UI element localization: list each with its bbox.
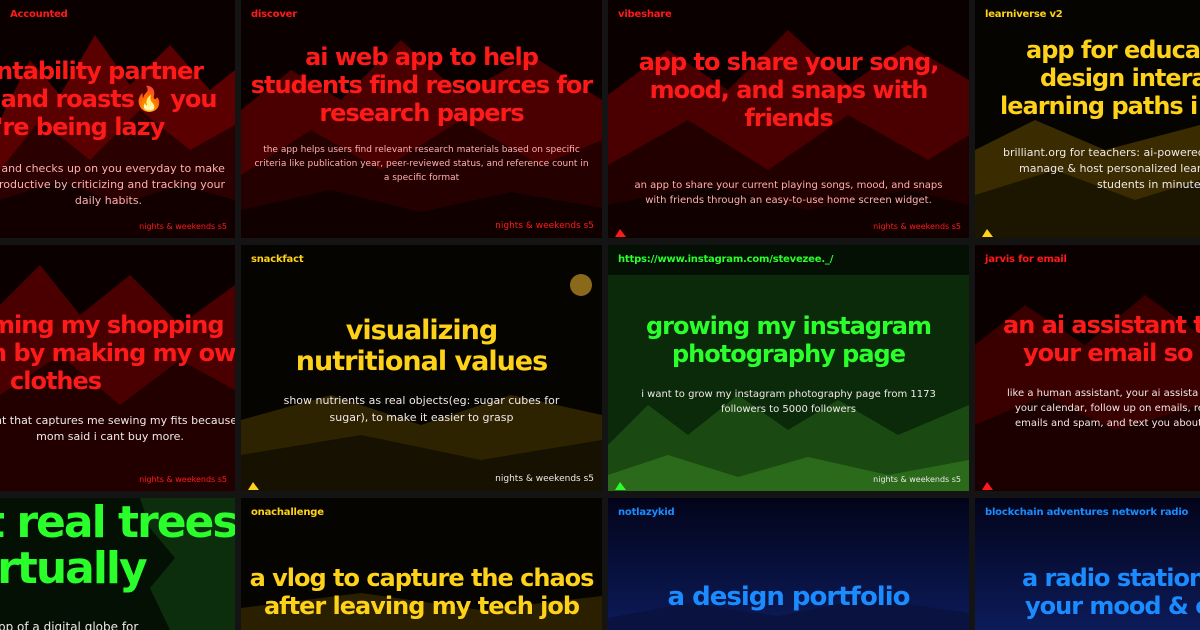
project-tag: vibeshare — [618, 9, 672, 20]
footer-label: nights & weekends s5 — [873, 222, 961, 231]
project-card-instagram[interactable]: https://www.instagram.com/stevezee._/ gr… — [608, 245, 969, 491]
footer-label: nights & weekends s5 — [873, 475, 961, 484]
project-tag: Accounted — [10, 9, 68, 20]
mountain-background — [975, 245, 1200, 491]
logo-icon — [248, 475, 259, 490]
night-sky-background — [975, 498, 1200, 630]
project-description: i want to grow my instagram photography … — [641, 389, 936, 415]
project-tag: onachallenge — [251, 507, 324, 518]
project-title: untability partner s and roasts🔥 you u'r… — [0, 57, 217, 141]
night-sky-background — [608, 498, 969, 630]
project-title: visualizing nutritional values — [295, 315, 548, 377]
footer-label: nights & weekends s5 — [495, 474, 594, 484]
logo-icon — [615, 475, 626, 490]
mountain-background — [0, 0, 235, 238]
project-title: an ai assistant tha your email so yo — [1003, 311, 1200, 367]
footer-label: nights & weekends s5 — [139, 475, 227, 484]
footer-label: nights & weekends s5 — [495, 221, 594, 231]
project-card-onachallenge[interactable]: onachallenge a vlog to capture the chaos… — [241, 498, 602, 630]
project-title: ai web app to help students find resourc… — [250, 43, 594, 127]
logo-icon — [982, 475, 993, 490]
project-description: an app to share your current playing son… — [634, 180, 943, 206]
desert-background — [241, 498, 602, 630]
project-title: growing my instagram photography page — [645, 312, 932, 368]
project-tag: jarvis for email — [985, 254, 1067, 265]
project-card-vibeshare[interactable]: vibeshare app to share your song, mood, … — [608, 0, 969, 238]
project-title: ming my shopping n by making my own clot… — [0, 311, 235, 395]
project-description: pp of a digital globe for — [0, 620, 139, 630]
project-tag: learniverse v2 — [985, 9, 1063, 20]
project-card-discover[interactable]: discover ai web app to help students fin… — [241, 0, 602, 238]
fire-icon: 🔥 — [134, 85, 164, 113]
mountain-background — [241, 0, 602, 238]
project-card-snackfact[interactable]: snackfact visualizing nutritional values… — [241, 245, 602, 491]
forest-background — [0, 498, 235, 630]
project-description: s and checks up on you everyday to make … — [0, 162, 225, 207]
project-card-jarvis[interactable]: jarvis for email an ai assistant tha you… — [975, 245, 1200, 491]
project-description: the app helps users find relevant resear… — [254, 145, 589, 183]
project-tag: https://www.instagram.com/stevezee._/ — [618, 254, 834, 265]
project-card-accounted[interactable]: Accounted untability partner s and roast… — [0, 0, 235, 238]
project-tag: blockchain adventures network radio — [985, 507, 1189, 518]
project-tag: snackfact — [251, 254, 304, 265]
logo-icon — [615, 222, 626, 237]
forest-background — [608, 245, 969, 491]
project-title: a radio station t your mood & en — [1022, 564, 1200, 620]
desert-background — [241, 245, 602, 491]
mountain-background — [608, 0, 969, 238]
project-card-radio[interactable]: blockchain adventures network radio a ra… — [975, 498, 1200, 630]
project-title: a design portfolio — [667, 582, 911, 612]
desert-background — [975, 0, 1200, 238]
project-title: app to share your song, mood, and snaps … — [638, 48, 940, 132]
project-description: nt that captures me sewing my fits becau… — [0, 414, 235, 443]
project-description: brilliant.org for teachers: ai-powered m… — [1003, 146, 1200, 191]
project-tag: notlazykid — [618, 507, 675, 518]
project-card-shopping[interactable]: ming my shopping n by making my own clot… — [0, 245, 235, 491]
footer-label: nights & weekends s5 — [139, 222, 227, 231]
project-description: like a human assistant, your ai assista … — [1007, 388, 1200, 429]
project-card-real-trees[interactable]: t real trees irtually pp of a digital gl… — [0, 498, 235, 630]
project-description: show nutrients as real objects(eg: sugar… — [283, 394, 560, 424]
mountain-background — [0, 245, 235, 491]
project-title: a vlog to capture the chaos after leavin… — [249, 564, 595, 620]
project-card-notlazykid[interactable]: notlazykid a design portfolio — [608, 498, 969, 630]
project-tag: discover — [251, 9, 297, 20]
project-title: t real trees irtually — [0, 498, 235, 594]
project-card-learniverse[interactable]: learniverse v2 app for educa design inte… — [975, 0, 1200, 238]
project-title: app for educa design intera learning pat… — [1000, 36, 1200, 120]
logo-icon — [982, 222, 993, 237]
